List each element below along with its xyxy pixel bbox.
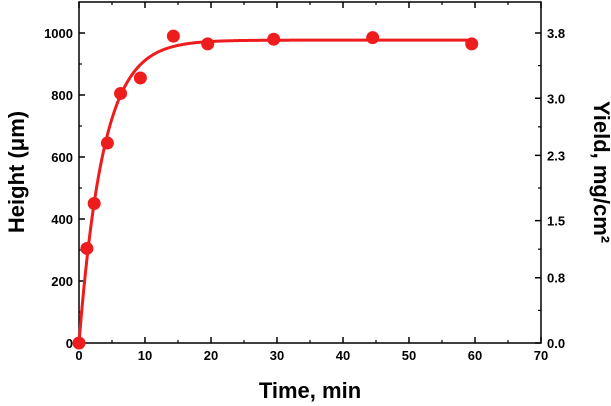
data-point [80,241,94,255]
right-axis-title: Yield, mg/cm² [589,101,611,243]
left-axis-title: Height (μm) [4,111,29,233]
y-right-tick-label: 0.0 [547,336,565,351]
y-right-tick-label: 3.8 [547,26,565,41]
y-left-tick-label: 0 [66,336,73,351]
x-tick-label: 30 [270,348,284,363]
tick-labels: 0 10 20 30 40 50 60 70 0 200 400 600 800 1000 0.0 0.8 1.… [44,26,565,363]
data-point [114,86,128,100]
x-tick-label: 50 [402,348,416,363]
data-point [366,31,380,45]
x-tick-label: 10 [138,348,152,363]
y-left-tick-label: 800 [51,88,73,103]
y-right-tick-label: 2.3 [547,148,565,163]
data-point [166,29,180,43]
y-left-tick-label: 600 [51,150,73,165]
data-point [201,37,215,51]
data-points [72,29,479,350]
data-point [465,37,479,51]
x-tick-label: 60 [468,348,482,363]
y-right-tick-label: 3.0 [547,91,565,106]
data-point [72,336,86,350]
x-axis-title: Time, min [259,378,361,403]
x-tick-label: 70 [534,348,548,363]
data-point [100,136,114,150]
data-point [267,32,281,46]
plot-frame [78,1,542,344]
y-right-tick-label: 1.5 [547,214,565,229]
y-left-tick-label: 1000 [44,26,73,41]
y-left-tick-label: 200 [51,274,73,289]
data-point [87,197,101,210]
x-tick-label: 0 [75,348,82,363]
axis-ticks [78,2,542,344]
x-tick-label: 20 [204,348,218,363]
y-left-tick-label: 400 [51,212,73,227]
fit-curve [77,38,475,344]
y-right-tick-label: 0.8 [547,271,565,286]
x-tick-label: 40 [336,348,350,363]
data-point [133,71,147,85]
